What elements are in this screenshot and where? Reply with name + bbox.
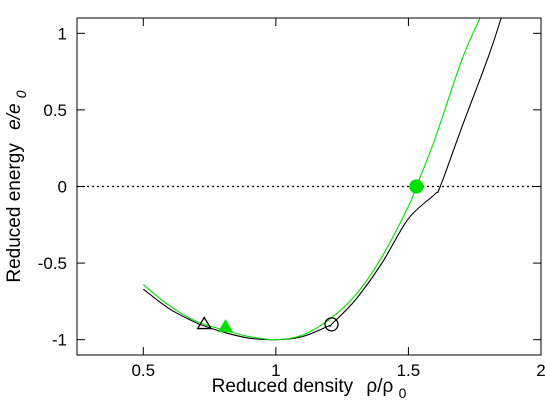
y-tick-label: 1 [58,24,67,43]
y-axis-label-subscript: 0 [13,90,29,98]
marker-triangle-open [196,316,213,330]
y-tick-label: -1 [52,331,67,350]
y-axis-label: Reduced energy e/e 0 [4,90,29,282]
x-tick-label: 0.5 [131,361,155,380]
marker-circle-filled [409,179,424,194]
x-axis-label: Reduced density ρ/ρ 0 [212,376,407,401]
series-line-1 [142,18,502,341]
x-axis-label-symbol: ρ/ρ [366,376,393,397]
x-tick-label: 1 [271,361,280,380]
marker-triangle-filled [217,319,234,333]
x-axis-label-text: Reduced density [212,376,354,397]
x-tick-label: 2 [536,361,545,380]
marker-circle-open [324,317,339,332]
x-tick-label: 1.5 [397,361,421,380]
y-tick-label: -0.5 [38,254,67,273]
y-tick-label: 0.5 [43,101,67,120]
series-line-2 [142,18,481,341]
y-axis-label-symbol: e/e [4,103,25,129]
y-axis-label-text: Reduced energy [4,143,25,283]
y-tick-label: 0 [58,178,67,197]
x-axis-label-subscript: 0 [399,385,407,401]
